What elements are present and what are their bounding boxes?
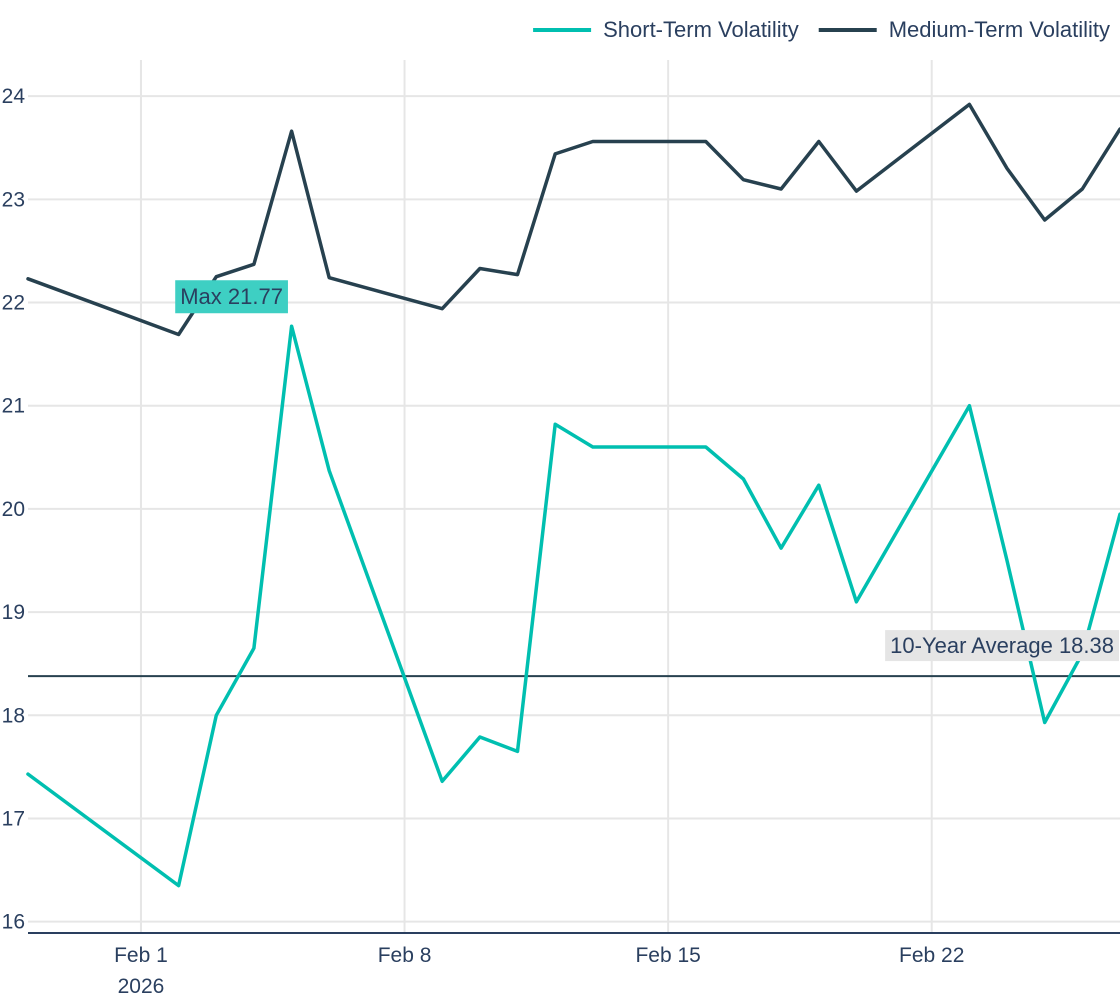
reference-line-label: 10-Year Average 18.38 xyxy=(885,630,1119,662)
y-tick-label: 21 xyxy=(2,395,25,418)
reference-line-label-bg xyxy=(885,630,1119,662)
y-tick-label: 18 xyxy=(2,704,25,727)
annotations: 10-Year Average 18.38 Max 21.77 xyxy=(175,280,1119,662)
y-tick-label: 23 xyxy=(2,188,25,211)
x-tick-label: Feb 15 xyxy=(635,944,700,967)
medium-term-volatility-line xyxy=(26,102,1120,337)
y-axis: 16 17 18 19 20 21 22 23 24 xyxy=(2,85,26,934)
legend-label: Medium-Term Volatility xyxy=(889,17,1110,42)
y-tick-label: 19 xyxy=(2,601,25,624)
x-tick-sublabel: 2026 xyxy=(118,975,165,998)
y-tick-label: 24 xyxy=(2,85,26,108)
short-term-volatility-line xyxy=(26,324,1120,888)
y-tick-label: 17 xyxy=(2,807,25,830)
x-tick-label: Feb 22 xyxy=(899,944,964,967)
y-tick-label: 20 xyxy=(2,498,25,521)
max-annotation-bg xyxy=(175,280,288,314)
x-tick-label: Feb 8 xyxy=(378,944,432,967)
x-axis: Feb 1 2026 Feb 8 Feb 15 Feb 22 xyxy=(114,944,964,998)
max-annotation-text: Max 21.77 xyxy=(180,284,283,309)
gridlines xyxy=(28,60,1120,932)
legend-item[interactable]: Medium-Term Volatility xyxy=(818,17,1110,42)
legend-label: Short-Term Volatility xyxy=(603,17,799,42)
series-lines xyxy=(26,102,1120,888)
legend-item[interactable]: Short-Term Volatility xyxy=(533,17,799,42)
x-tick-label: Feb 1 xyxy=(114,944,168,967)
max-annotation: Max 21.77 xyxy=(175,280,288,314)
reference-line-label-text: 10-Year Average 18.38 xyxy=(890,633,1114,658)
y-tick-label: 16 xyxy=(2,911,25,934)
y-tick-label: 22 xyxy=(2,292,25,315)
legend[interactable]: Short-Term Volatility Medium-Term Volatil… xyxy=(533,17,1110,42)
